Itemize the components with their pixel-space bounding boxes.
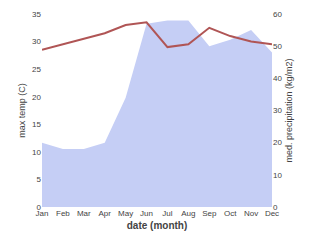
- svg-text:35: 35: [32, 10, 41, 19]
- svg-text:60: 60: [273, 10, 282, 19]
- svg-text:30: 30: [273, 106, 282, 115]
- svg-text:50: 50: [273, 42, 282, 51]
- svg-text:Jan: Jan: [36, 209, 49, 218]
- svg-text:Apr: Apr: [99, 209, 112, 218]
- svg-text:10: 10: [32, 148, 41, 157]
- svg-text:30: 30: [32, 37, 41, 46]
- svg-text:med. precipitation (kg/m2): med. precipitation (kg/m2): [284, 58, 294, 162]
- svg-text:Jul: Jul: [162, 209, 172, 218]
- svg-text:May: May: [118, 209, 133, 218]
- svg-text:Aug: Aug: [181, 209, 195, 218]
- svg-text:15: 15: [32, 120, 41, 129]
- svg-text:date (month): date (month): [127, 220, 188, 231]
- svg-text:Nov: Nov: [244, 209, 258, 218]
- svg-text:10: 10: [273, 171, 282, 180]
- svg-text:40: 40: [273, 74, 282, 83]
- svg-text:Oct: Oct: [224, 209, 237, 218]
- svg-text:5: 5: [37, 175, 42, 184]
- svg-text:0: 0: [273, 203, 278, 212]
- svg-text:20: 20: [32, 93, 41, 102]
- svg-text:0: 0: [37, 203, 42, 212]
- svg-text:Jun: Jun: [140, 209, 153, 218]
- svg-text:max temp (C): max temp (C): [17, 83, 27, 138]
- svg-text:Dec: Dec: [265, 209, 279, 218]
- svg-text:Mar: Mar: [77, 209, 91, 218]
- svg-text:Sep: Sep: [202, 209, 217, 218]
- svg-text:20: 20: [273, 138, 282, 147]
- svg-text:Feb: Feb: [56, 209, 70, 218]
- svg-text:25: 25: [32, 65, 41, 74]
